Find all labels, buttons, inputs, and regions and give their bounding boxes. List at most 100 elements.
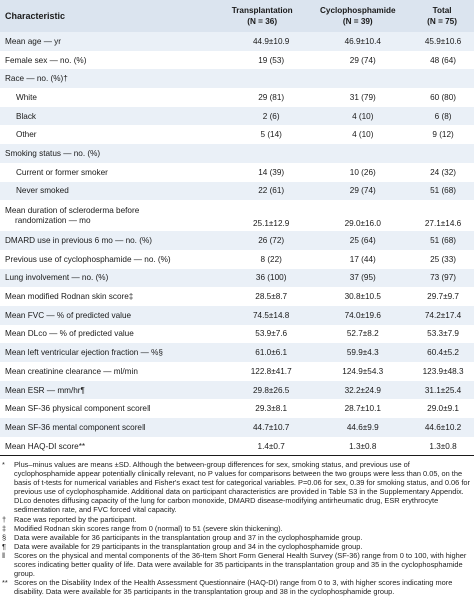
table-row: Mean left ventricular ejection fraction … [0, 343, 474, 362]
cell-total: 27.1±14.6 [424, 219, 462, 229]
cell-total: 29.0±9.1 [427, 404, 459, 414]
cell-total: 29.7±9.7 [427, 292, 459, 302]
header-total: Total (N = 75) [410, 0, 474, 32]
table-row: Current or former smoker 14 (39) 10 (26) 24… [0, 162, 474, 182]
cell-total: 123.9±48.3 [422, 366, 464, 376]
cell-cyclophosphamide: 59.9±4.3 [346, 348, 379, 358]
table-row: Other 5 (14) 4 (10) 9 (12) [0, 125, 474, 145]
row-label: Never smoked [16, 186, 69, 196]
row-label: Mean DLco — % of predicted value [5, 329, 134, 339]
footnote-text: Scores on the physical and mental compon… [14, 550, 467, 579]
cell-transplantation: 36 (100) [255, 273, 287, 283]
table-row: Female sex — no. (%) 19 (53) 29 (74) 48 (64… [0, 50, 474, 70]
cell-transplantation: 26 (72) [258, 236, 285, 246]
cell-cyclophosphamide [305, 144, 410, 163]
footnote: ‖ Scores on the physical and mental compo… [0, 551, 474, 578]
cell-transplantation [219, 69, 305, 88]
table-row: Smoking status — no. (%) [0, 144, 474, 163]
row-label: Smoking status — no. (%) [5, 148, 101, 158]
footnote-text: Modified Rodnan skin scores range from 0… [14, 523, 283, 533]
cell-total: 25 (33) [430, 254, 457, 264]
cell-cyclophosphamide: 4 (10) [352, 111, 374, 121]
table-row: Never smoked 22 (61) 29 (74) 51 (68) [0, 181, 474, 201]
table-row: Mean creatinine clearance — ml/min 122.8±… [0, 362, 474, 381]
footnote-text: Race was reported by the participant. [14, 514, 137, 524]
row-label: DMARD use in previous 6 mo — no. (%) [5, 236, 152, 246]
row-label: Mean age — yr [5, 36, 61, 46]
cell-cyclophosphamide: 10 (26) [349, 167, 376, 177]
cell-transplantation: 19 (53) [258, 55, 285, 65]
cell-total: 45.9±10.6 [424, 36, 462, 46]
cell-cyclophosphamide: 37 (95) [349, 273, 376, 283]
row-label: Mean SF-36 mental component score‖ [5, 422, 146, 432]
table-row: Mean modified Rodnan skin score‡ 28.5±8.7… [0, 287, 474, 306]
cell-transplantation: 2 (6) [262, 111, 280, 121]
row-label: Race — no. (%)† [5, 74, 68, 84]
row-label-line1: Mean duration of scleroderma before [5, 205, 140, 215]
cell-cyclophosphamide: 31 (79) [349, 92, 376, 102]
cell-total: 51 (68) [430, 186, 457, 196]
table-row: Mean ESR — mm/hr¶ 29.8±26.5 32.2±24.9 31.1±… [0, 380, 474, 400]
cell-total: 53.3±7.9 [427, 329, 459, 339]
footnote: ‡ Modified Rodnan skin scores range from … [0, 524, 474, 533]
header-transplantation-name: Transplantation [231, 6, 293, 15]
table-row: Mean duration of scleroderma before rando… [0, 200, 474, 232]
footnote-mark: * [2, 460, 5, 469]
table-body: Mean age — yr 44.9±10.9 46.9±10.4 45.9±10.6… [0, 32, 474, 456]
footnote: ** Scores on the Disability Index of the … [0, 578, 474, 596]
cell-total [410, 69, 474, 88]
row-label-line2: randomization — mo [15, 216, 91, 226]
cell-total: 48 (64) [430, 55, 457, 65]
cell-total: 31.1±25.4 [424, 385, 462, 395]
row-label: Black [16, 111, 37, 121]
footnote: § Data were available for 36 participants… [0, 533, 474, 542]
cell-transplantation: 22 (61) [258, 186, 285, 196]
cell-cyclophosphamide: 28.7±10.1 [344, 404, 381, 414]
row-label: Previous use of cyclophosphamide — no. (… [5, 254, 171, 264]
cell-transplantation: 53.9±7.6 [255, 329, 288, 339]
row-label: Mean HAQ-DI score** [5, 441, 86, 451]
cell-total: 6 (8) [434, 111, 452, 121]
header-total-name: Total [432, 6, 452, 15]
cell-cyclophosphamide: 29 (74) [349, 186, 376, 196]
cell-total: 60.4±5.2 [427, 348, 459, 358]
cell-total [410, 144, 474, 163]
cell-cyclophosphamide [305, 69, 410, 88]
table-row: Mean FVC — % of predicted value 74.5±14.8… [0, 305, 474, 325]
header-total-n: (N = 75) [427, 17, 457, 26]
footnote-mark: ‖ [2, 550, 6, 560]
cell-transplantation: 1.4±0.7 [257, 441, 285, 451]
row-label: Female sex — no. (%) [5, 55, 87, 65]
cell-total: 60 (80) [430, 92, 457, 102]
row-label: Mean duration of scleroderma before rando… [0, 200, 219, 231]
table-row: Race — no. (%)† [0, 69, 474, 89]
table-bottom-rule [0, 455, 474, 456]
cell-transplantation [219, 144, 305, 163]
table-row: Black 2 (6) 4 (10) 6 (8) [0, 106, 474, 126]
table-row: White 29 (81) 31 (79) 60 (80) [0, 88, 474, 107]
cell-cyclophosphamide: 44.6±9.9 [346, 422, 379, 432]
header-characteristic: Characteristic [0, 0, 219, 32]
footnotes: * Plus–minus values are means ±SD. Althou… [0, 460, 474, 596]
footnote-mark: ‡ [2, 523, 7, 533]
cell-transplantation: 5 (14) [260, 130, 282, 140]
row-label: Mean creatinine clearance — ml/min [5, 366, 138, 376]
cell-transplantation: 25.1±12.9 [252, 219, 290, 229]
footnote-text: Data were available for 36 participants … [14, 532, 363, 542]
cell-cyclophosphamide: 32.2±24.9 [344, 385, 381, 395]
table-row: Mean DLco — % of predicted value 53.9±7.6… [0, 324, 474, 344]
baseline-characteristics-table: Characteristic Transplantation (N = 36) … [0, 0, 474, 456]
footnote-mark: ¶ [2, 541, 6, 551]
cell-transplantation: 74.5±14.8 [252, 310, 290, 320]
cell-total: 44.6±10.2 [424, 422, 462, 432]
cell-cyclophosphamide: 30.8±10.5 [344, 292, 381, 302]
row-label: Lung involvement — no. (%) [5, 273, 109, 283]
cell-cyclophosphamide: 25 (64) [349, 236, 376, 246]
cell-cyclophosphamide: 52.7±8.2 [346, 329, 379, 339]
table-row: Mean SF-36 physical component score‖ 29.3… [0, 399, 474, 419]
cell-transplantation: 14 (39) [258, 167, 285, 177]
cell-total: 51 (68) [430, 236, 457, 246]
cell-transplantation: 61.0±6.1 [255, 348, 288, 358]
header-transplantation: Transplantation (N = 36) [218, 0, 306, 32]
cell-transplantation: 29.8±26.5 [252, 385, 290, 395]
